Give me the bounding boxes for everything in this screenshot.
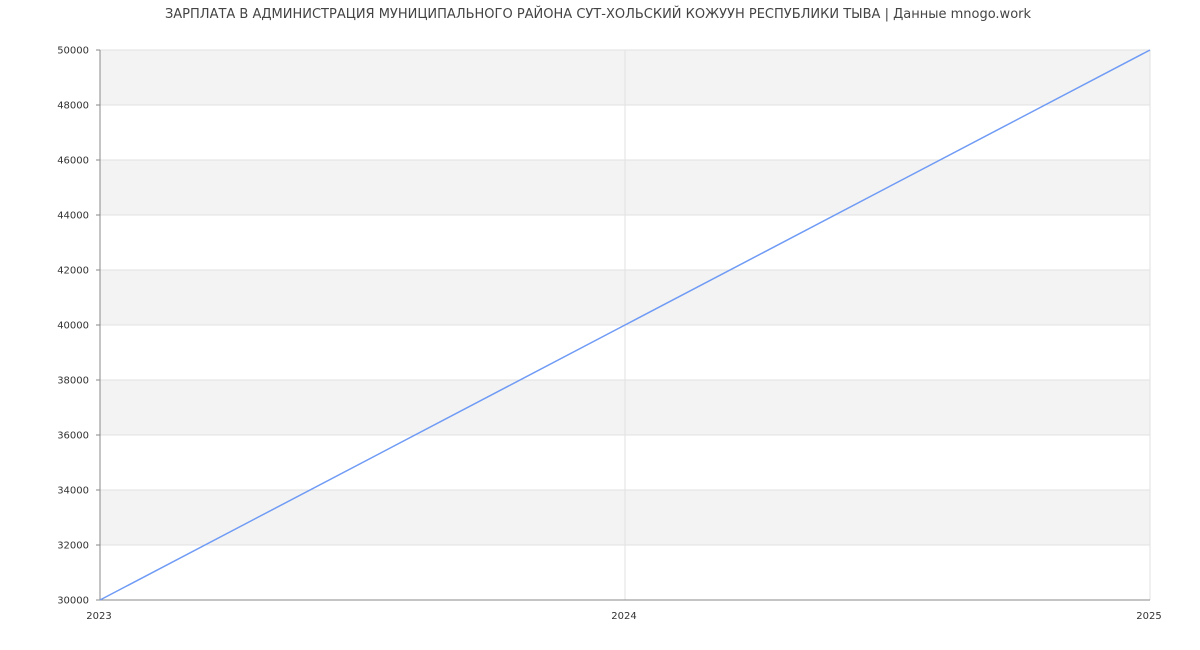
y-tick-label: 48000	[57, 101, 89, 112]
series-line	[99, 49, 1151, 601]
x-tick-label: 2023	[86, 611, 111, 622]
y-tick-label: 42000	[57, 266, 89, 277]
x-tick-label: 2025	[1136, 611, 1161, 622]
y-tick-label: 38000	[57, 376, 89, 387]
y-tick-label: 36000	[57, 431, 89, 442]
y-tick-label: 50000	[57, 46, 89, 57]
x-tick-label: 2024	[611, 611, 636, 622]
y-tick-label: 46000	[57, 156, 89, 167]
y-tick-label: 32000	[57, 541, 89, 552]
y-tick-label: 40000	[57, 321, 89, 332]
y-tick-label: 30000	[57, 596, 89, 607]
y-tick-label: 34000	[57, 486, 89, 497]
y-tick-label: 44000	[57, 211, 89, 222]
chart-title: ЗАРПЛАТА В АДМИНИСТРАЦИЯ МУНИЦИПАЛЬНОГО …	[165, 6, 1032, 22]
